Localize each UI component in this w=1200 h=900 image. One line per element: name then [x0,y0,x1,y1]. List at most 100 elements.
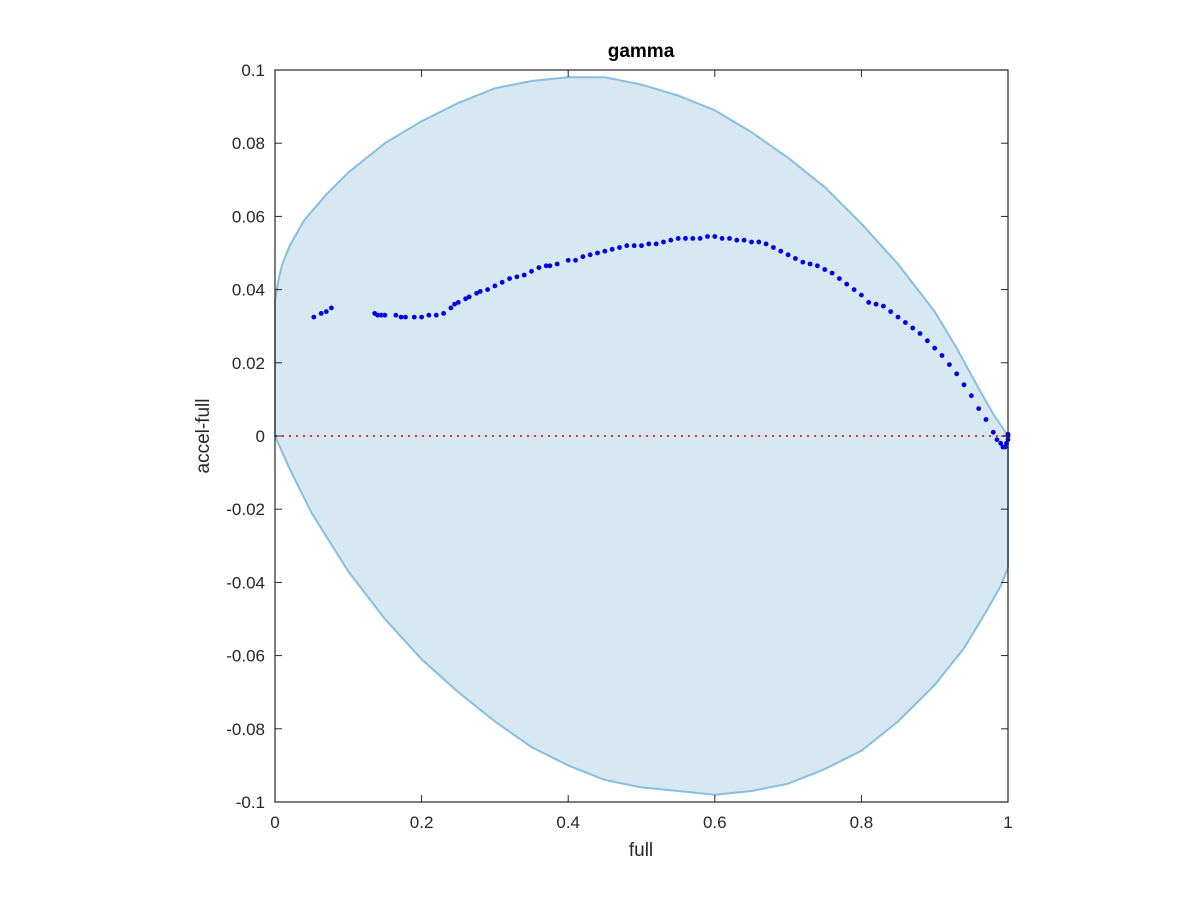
data-point [690,236,696,241]
data-point [624,243,630,249]
y-axis-label: accel-full [193,399,214,474]
data-point [609,246,615,252]
data-point [529,268,534,274]
data-point [646,241,652,247]
data-point [910,325,916,331]
data-point [998,440,1004,446]
data-point [514,274,520,280]
data-point [793,256,798,261]
data-point [403,314,408,320]
data-point [763,241,769,247]
data-point [448,305,454,311]
x-axis-label: full [629,840,653,861]
data-point [866,300,872,305]
data-point [932,345,938,351]
data-point [961,382,967,388]
y-tick-label: -0.04 [226,573,265,592]
data-point [954,371,960,377]
data-point [398,314,404,320]
y-tick-label: -0.02 [226,500,265,519]
y-tick-label: 0.08 [232,134,265,153]
data-point [661,239,666,245]
data-point [653,241,659,247]
data-point [617,245,622,250]
y-tick-label: 0.1 [241,61,265,80]
data-point [851,287,857,292]
axes: 0 0.2 0.4 0.6 0.8 1 -0.1 -0.08 -0.06 -0.04 -0.02 0 0… [226,61,1012,832]
data-point [807,261,813,267]
data-point [587,252,593,258]
data-point [947,362,952,367]
data-point [719,236,725,241]
y-tick-label: 0.06 [232,207,265,226]
y-tick-label: -0.1 [236,793,265,812]
data-point [639,243,644,249]
shaded-region [274,76,1009,796]
data-point [602,248,608,254]
data-point [800,259,806,265]
data-point [712,234,718,239]
x-tick-label: 0.2 [410,813,434,832]
data-point [536,265,542,270]
data-point [507,276,512,281]
x-tick-label: 0.6 [703,813,727,832]
data-point [727,236,732,241]
data-point [859,292,864,298]
chart-title: gamma [608,41,675,62]
data-point [375,312,380,318]
data-point [939,353,945,358]
data-point [595,250,600,256]
data-point [881,303,886,309]
data-point [382,312,388,318]
data-point [675,236,681,241]
data-point [580,254,586,260]
data-point [521,272,527,278]
data-point [631,243,637,249]
data-point [455,300,461,305]
data-point [543,263,549,269]
data-point [547,263,553,269]
data-point [822,267,828,272]
data-point [976,406,982,411]
data-point [433,312,439,318]
x-tick-label: 0.8 [850,813,874,832]
data-point [492,283,498,289]
y-tick-label: -0.08 [226,720,265,739]
data-point [990,429,996,435]
y-tick-label: 0 [256,427,265,446]
data-point [903,320,908,325]
x-tick-label: 0.4 [556,813,580,832]
y-tick-label: 0.02 [232,354,265,373]
data-point [477,289,483,294]
x-tick-label: 1 [1003,813,1012,832]
data-point [683,236,688,241]
data-point [393,312,399,318]
data-point [815,263,820,269]
data-point [697,236,703,241]
data-point [844,281,850,287]
y-tick-label: 0.04 [232,281,265,300]
data-point [463,296,468,302]
data-point [411,314,417,320]
data-point [829,270,835,276]
data-point [554,261,560,267]
data-point [925,338,930,344]
data-point [756,239,762,245]
data-point [837,276,842,281]
data-point [741,237,747,243]
data-point [378,312,384,318]
data-point [785,252,791,258]
data-point [705,234,710,239]
data-point [888,309,894,314]
data-point [778,248,784,254]
data-point [452,301,457,307]
data-point [565,257,571,263]
data-point [311,314,317,320]
data-point [573,257,578,263]
data-point [419,314,424,320]
y-tick-label: -0.06 [226,647,265,666]
data-point [485,287,490,292]
data-point [734,237,740,243]
data-point [318,311,324,316]
data-point [1002,444,1008,450]
